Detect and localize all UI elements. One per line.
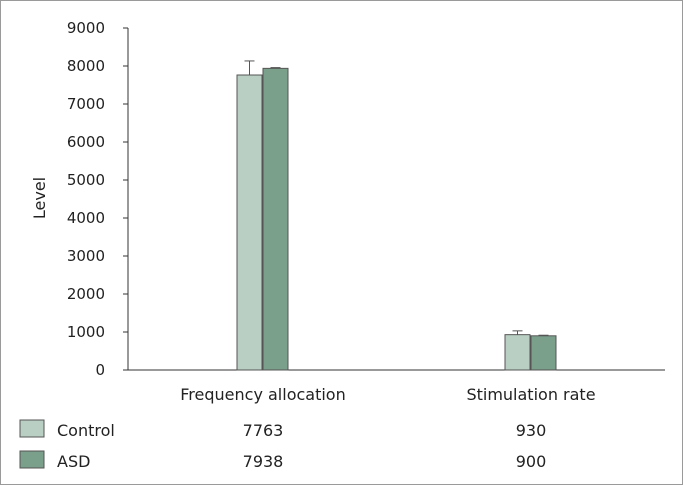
- bars: [236, 60, 557, 371]
- y-tick-label: 7000: [67, 95, 105, 113]
- category-labels: Frequency allocation Stimulation rate: [180, 385, 595, 404]
- bar-control-2: [504, 334, 531, 371]
- bar-control-1: [236, 74, 263, 371]
- category-label: Frequency allocation: [180, 385, 345, 404]
- axes: [123, 27, 665, 371]
- data-table: Control 7763 930 ASD 7938 900: [19, 419, 547, 471]
- y-tick-label: 0: [95, 361, 105, 379]
- y-axis-label: Level: [30, 177, 49, 219]
- table-value: 900: [516, 452, 547, 471]
- y-tick-label: 1000: [67, 323, 105, 341]
- y-tick-label: 5000: [67, 171, 105, 189]
- y-tick-labels: 0 1000 2000 3000 4000 5000 6000 7000 8000 9000: [67, 19, 105, 379]
- y-tick-label: 3000: [67, 247, 105, 265]
- table-value: 7763: [243, 421, 284, 440]
- table-value: 930: [516, 421, 547, 440]
- y-tick-label: 9000: [67, 19, 105, 37]
- bar-asd-1: [262, 67, 289, 371]
- legend-label-asd: ASD: [57, 452, 90, 471]
- bar-asd-2: [530, 335, 557, 371]
- category-label: Stimulation rate: [466, 385, 595, 404]
- legend-swatch-asd: [19, 450, 45, 469]
- y-tick-label: 8000: [67, 57, 105, 75]
- y-tick-label: 2000: [67, 285, 105, 303]
- legend-label-control: Control: [57, 421, 115, 440]
- table-value: 7938: [243, 452, 284, 471]
- legend-swatch-control: [19, 419, 45, 438]
- y-tick-label: 4000: [67, 209, 105, 227]
- y-tick-label: 6000: [67, 133, 105, 151]
